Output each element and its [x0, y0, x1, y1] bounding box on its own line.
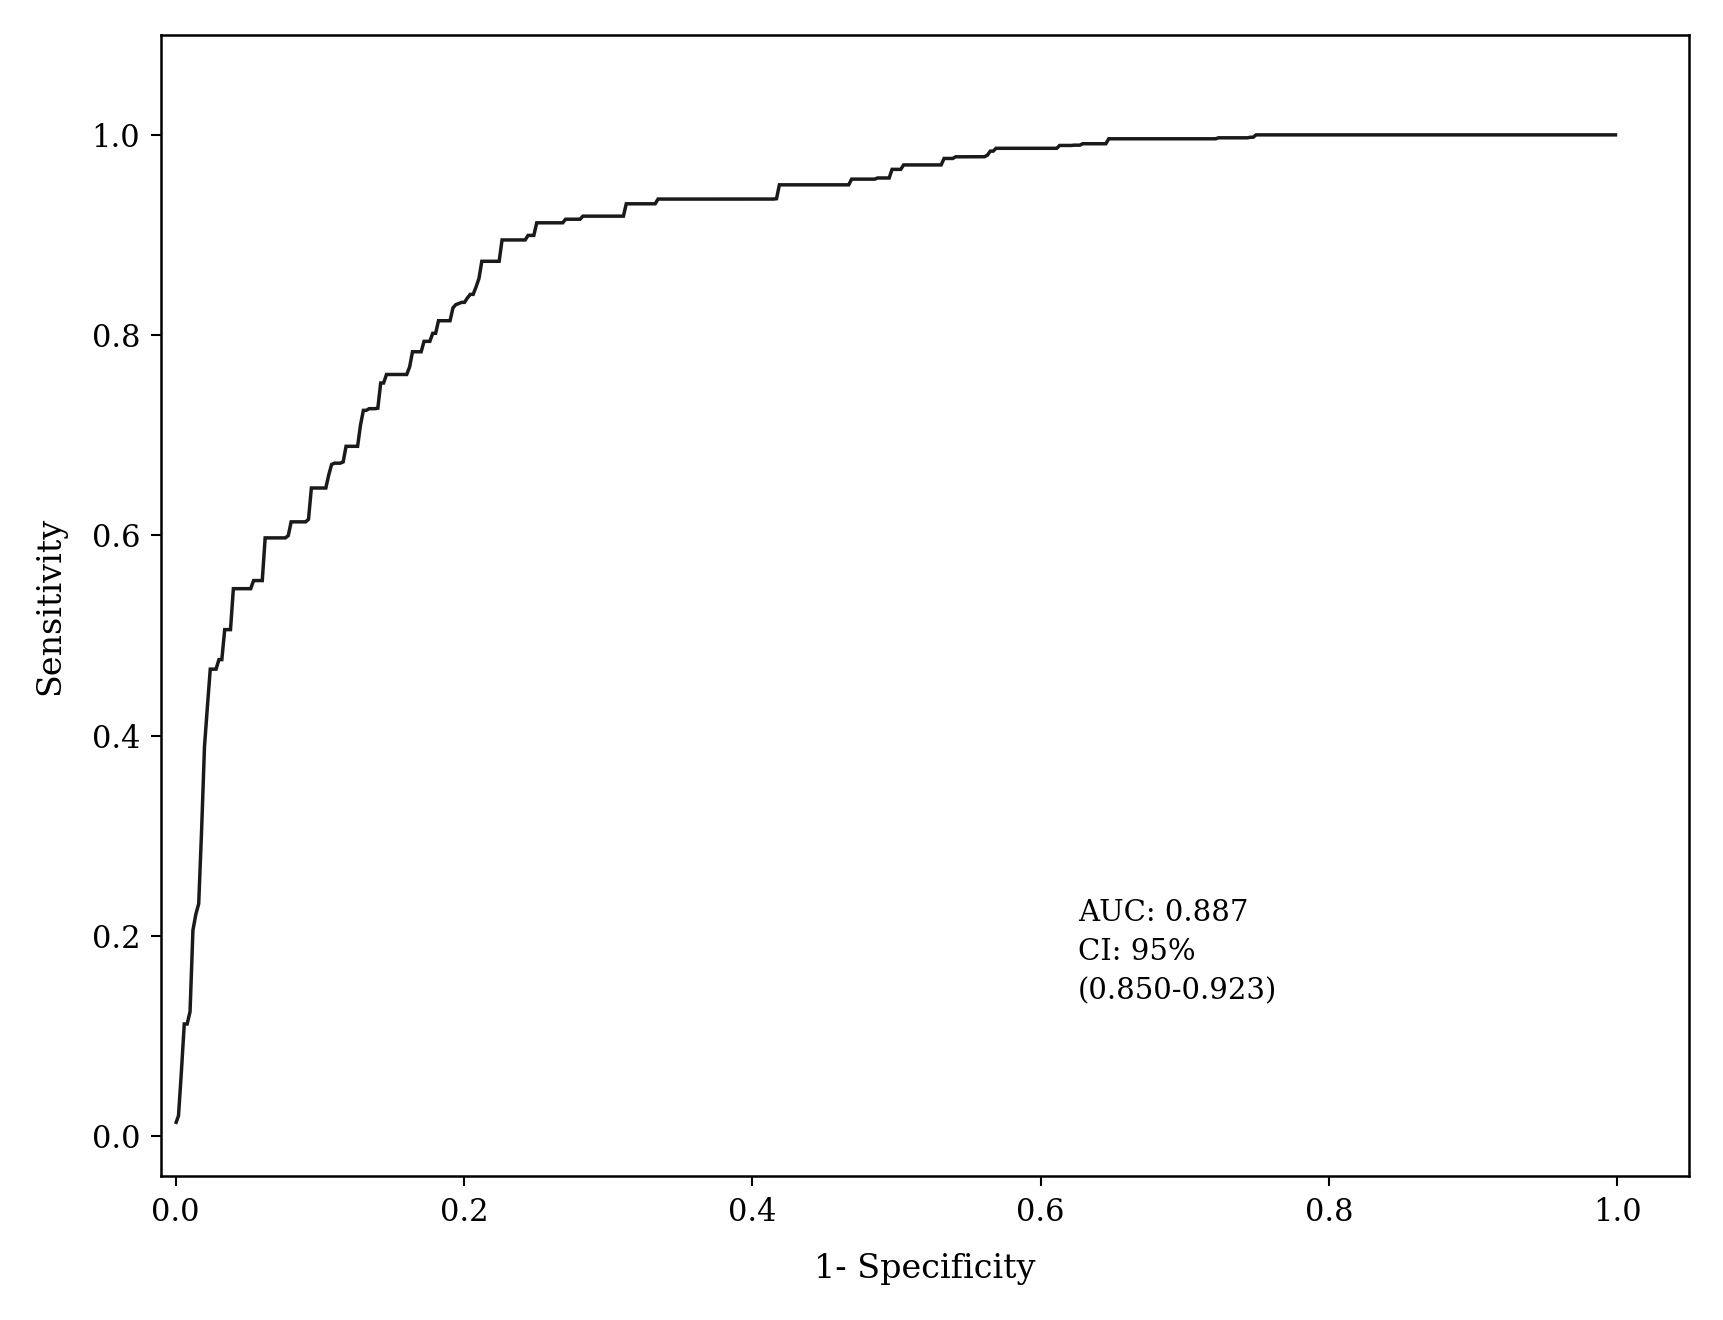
X-axis label: 1- Specificity: 1- Specificity	[813, 1253, 1036, 1286]
Text: AUC: 0.887
CI: 95%
(0.850-0.923): AUC: 0.887 CI: 95% (0.850-0.923)	[1077, 899, 1277, 1006]
Y-axis label: Sensitivity: Sensitivity	[34, 516, 67, 694]
